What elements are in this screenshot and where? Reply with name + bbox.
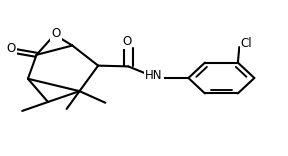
Text: O: O (51, 27, 61, 40)
Text: O: O (122, 35, 131, 48)
Text: Cl: Cl (241, 37, 252, 50)
Text: HN: HN (145, 69, 163, 82)
Text: O: O (7, 42, 16, 55)
